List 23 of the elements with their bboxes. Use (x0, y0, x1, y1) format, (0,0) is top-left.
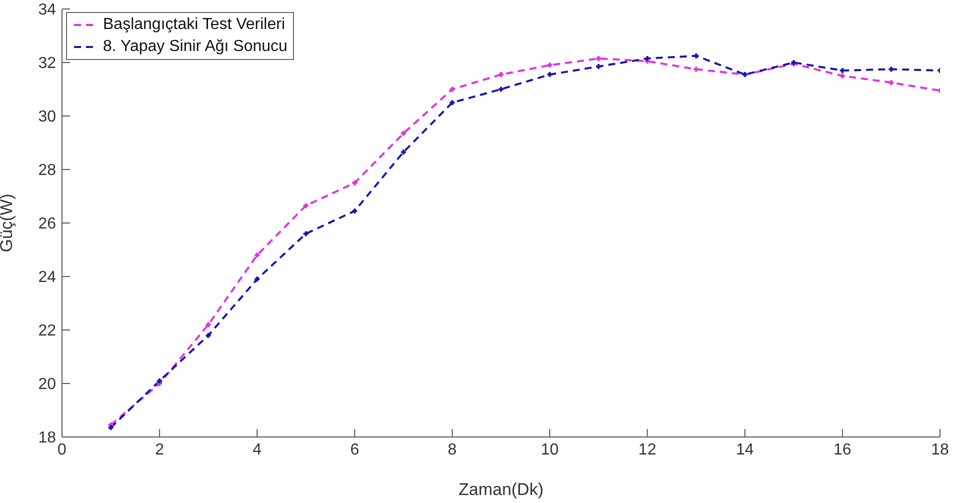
x-tick-label: 14 (736, 441, 754, 458)
y-tick-label: 32 (38, 55, 56, 72)
x-tick-label: 6 (350, 441, 360, 458)
x-tick-label: 8 (448, 441, 457, 458)
y-axis-title: Güç(W) (0, 194, 16, 252)
x-tick-label: 2 (155, 441, 164, 458)
x-tick-label: 10 (540, 441, 559, 458)
y-tick-label: 18 (38, 430, 56, 447)
y-tick-label: 26 (38, 216, 56, 233)
y-tick-label: 34 (38, 2, 56, 19)
x-axis-title: Zaman(Dk) (458, 480, 544, 499)
x-tick-label: 16 (834, 441, 852, 458)
legend-label: 8. Yapay Sinir Ağı Sonucu (103, 37, 288, 57)
y-tick-label: 20 (38, 376, 56, 394)
y-tick-label: 22 (38, 322, 56, 340)
x-tick-label: 12 (638, 441, 656, 458)
y-tick-label: 24 (38, 269, 56, 286)
x-tick-label: 4 (252, 441, 262, 458)
legend-label: Başlangıçtaki Test Verileri (103, 15, 286, 35)
y-tick-label: 30 (38, 108, 56, 126)
x-tick-label: 0 (58, 441, 67, 458)
x-tick-label: 18 (931, 441, 949, 458)
y-tick-label: 28 (38, 162, 56, 180)
